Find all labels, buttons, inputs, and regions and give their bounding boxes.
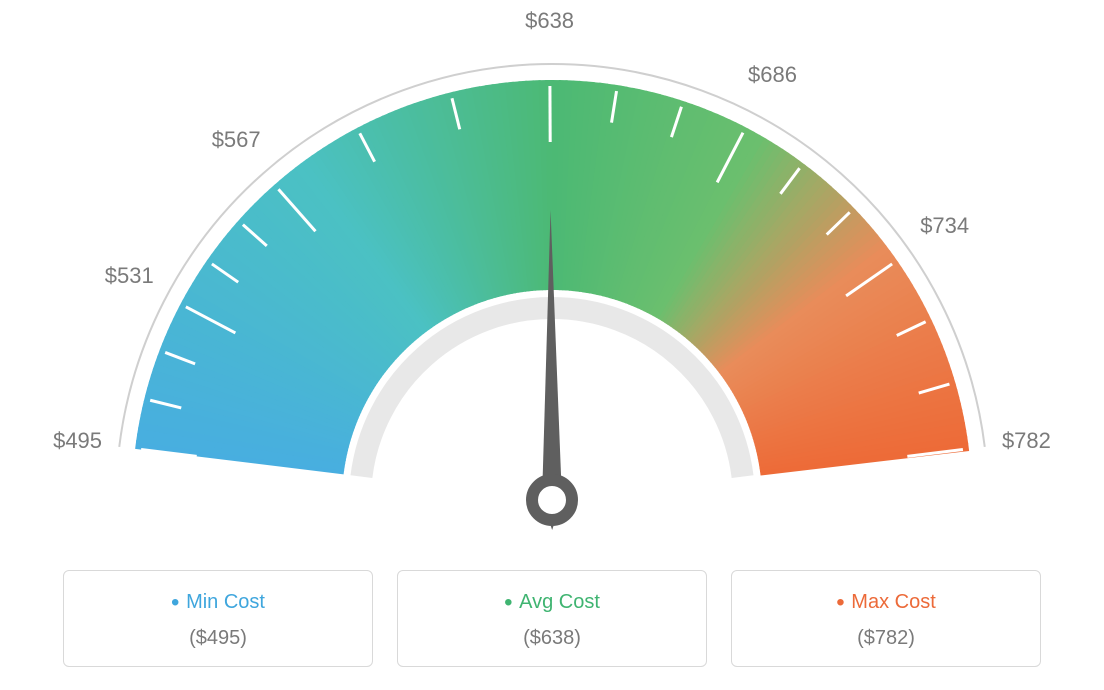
legend-avg-value: ($638) [408, 627, 696, 650]
gauge-tick-label: $734 [905, 213, 985, 239]
gauge-tick-label: $686 [733, 62, 813, 88]
cost-gauge: $495 $531 $567 $638 $686 $734 $782 [0, 0, 1104, 560]
gauge-tick-label: $782 [986, 428, 1066, 454]
gauge-tick-label: $638 [510, 8, 590, 34]
legend-min-value: ($495) [74, 627, 362, 650]
legend-row: Min Cost ($495) Avg Cost ($638) Max Cost… [0, 570, 1104, 667]
gauge-tick-label: $531 [89, 263, 169, 289]
legend-avg-card: Avg Cost ($638) [397, 570, 707, 667]
legend-min-label: Min Cost [74, 589, 362, 617]
gauge-tick-label: $567 [196, 127, 276, 153]
legend-min-card: Min Cost ($495) [63, 570, 373, 667]
legend-avg-label: Avg Cost [408, 589, 696, 617]
legend-max-card: Max Cost ($782) [731, 570, 1041, 667]
legend-max-value: ($782) [742, 627, 1030, 650]
legend-max-label: Max Cost [742, 589, 1030, 617]
gauge-tick-label: $495 [38, 428, 118, 454]
